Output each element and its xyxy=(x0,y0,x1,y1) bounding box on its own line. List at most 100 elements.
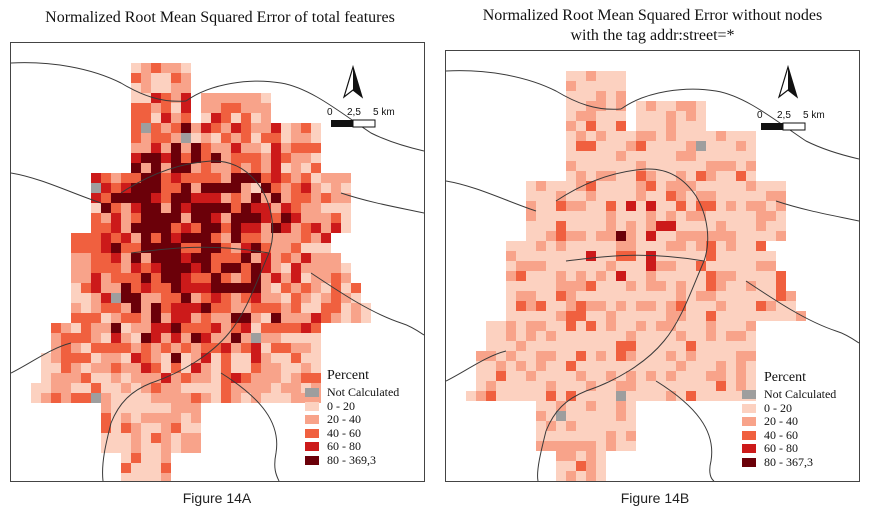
grid-cell xyxy=(141,233,151,243)
grid-cell xyxy=(311,253,321,263)
grid-cell xyxy=(606,401,616,411)
grid-cell xyxy=(596,361,606,371)
grid-cell xyxy=(291,303,301,313)
grid-cell xyxy=(536,241,546,251)
grid-cell xyxy=(31,393,41,403)
grid-cell xyxy=(141,373,151,383)
grid-cell xyxy=(141,63,151,73)
grid-cell xyxy=(91,283,101,293)
grid-cell xyxy=(181,143,191,153)
grid-cell xyxy=(291,243,301,253)
grid-cell xyxy=(301,383,311,393)
grid-cell xyxy=(616,171,626,181)
grid-cell xyxy=(736,161,746,171)
grid-cell xyxy=(486,391,496,401)
grid-cell xyxy=(231,353,241,363)
legend-row: 80 - 369,3 xyxy=(305,453,399,468)
grid-cell xyxy=(506,341,516,351)
grid-cell xyxy=(51,333,61,343)
grid-cell xyxy=(726,361,736,371)
grid-cell xyxy=(686,221,696,231)
grid-cell xyxy=(131,263,141,273)
grid-cell xyxy=(706,221,716,231)
grid-cell xyxy=(251,253,261,263)
grid-cell xyxy=(241,183,251,193)
grid-cell xyxy=(736,321,746,331)
grid-cell xyxy=(536,351,546,361)
grid-cell xyxy=(636,181,646,191)
grid-cell xyxy=(596,181,606,191)
grid-cell xyxy=(71,233,81,243)
grid-cell xyxy=(91,353,101,363)
grid-cell xyxy=(221,183,231,193)
grid-cell xyxy=(171,73,181,83)
scale-tick-2: 5 km xyxy=(803,110,825,121)
grid-cell xyxy=(496,391,506,401)
grid-cell xyxy=(161,273,171,283)
grid-cell xyxy=(241,233,251,243)
grid-cell xyxy=(131,333,141,343)
grid-cell xyxy=(686,111,696,121)
grid-cell xyxy=(181,173,191,183)
grid-cell xyxy=(696,391,706,401)
grid-cell xyxy=(271,343,281,353)
grid-cell xyxy=(161,433,171,443)
grid-cell xyxy=(566,171,576,181)
grid-cell xyxy=(716,391,726,401)
grid-cell xyxy=(311,123,321,133)
grid-cell xyxy=(556,201,566,211)
grid-cell xyxy=(576,431,586,441)
grid-cell xyxy=(331,173,341,183)
grid-cell xyxy=(736,261,746,271)
legend-label: 40 - 60 xyxy=(764,427,798,442)
grid-cell xyxy=(496,361,506,371)
grid-cell xyxy=(566,371,576,381)
grid-cell xyxy=(616,91,626,101)
grid-cell xyxy=(586,451,596,461)
grid-cell xyxy=(656,351,666,361)
panel-b-title: Normalized Root Mean Squared Error witho… xyxy=(440,6,865,46)
grid-cell xyxy=(686,191,696,201)
grid-cell xyxy=(251,213,261,223)
grid-cell xyxy=(181,293,191,303)
grid-cell xyxy=(636,251,646,261)
grid-cell xyxy=(261,183,271,193)
grid-cell xyxy=(536,431,546,441)
grid-cell xyxy=(261,133,271,143)
grid-cell xyxy=(646,391,656,401)
grid-cell xyxy=(716,281,726,291)
grid-cell xyxy=(776,281,786,291)
grid-cell xyxy=(606,191,616,201)
grid-cell xyxy=(191,333,201,343)
grid-cell xyxy=(756,251,766,261)
grid-cell xyxy=(596,141,606,151)
grid-cell xyxy=(636,231,646,241)
grid-cell xyxy=(506,311,516,321)
grid-cell xyxy=(291,353,301,363)
grid-cell xyxy=(181,393,191,403)
grid-cell xyxy=(546,211,556,221)
grid-cell xyxy=(546,281,556,291)
grid-cell xyxy=(626,191,636,201)
grid-cell xyxy=(231,153,241,163)
grid-cell xyxy=(576,211,586,221)
grid-cell xyxy=(676,381,686,391)
grid-cell xyxy=(291,133,301,143)
grid-cell xyxy=(666,341,676,351)
grid-cell xyxy=(566,331,576,341)
grid-cell xyxy=(696,381,706,391)
grid-cell xyxy=(536,191,546,201)
grid-cell xyxy=(191,323,201,333)
grid-cell xyxy=(726,161,736,171)
grid-cell xyxy=(616,301,626,311)
grid-cell xyxy=(261,293,271,303)
grid-cell xyxy=(596,471,606,481)
grid-cell xyxy=(161,473,171,481)
grid-cell xyxy=(121,243,131,253)
grid-cell xyxy=(91,313,101,323)
grid-cell xyxy=(596,371,606,381)
grid-cell xyxy=(696,321,706,331)
grid-cell xyxy=(516,321,526,331)
grid-cell xyxy=(111,193,121,203)
grid-cell xyxy=(211,133,221,143)
